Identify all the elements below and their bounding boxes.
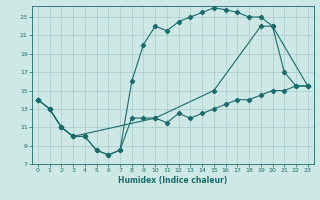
X-axis label: Humidex (Indice chaleur): Humidex (Indice chaleur) [118,176,228,185]
